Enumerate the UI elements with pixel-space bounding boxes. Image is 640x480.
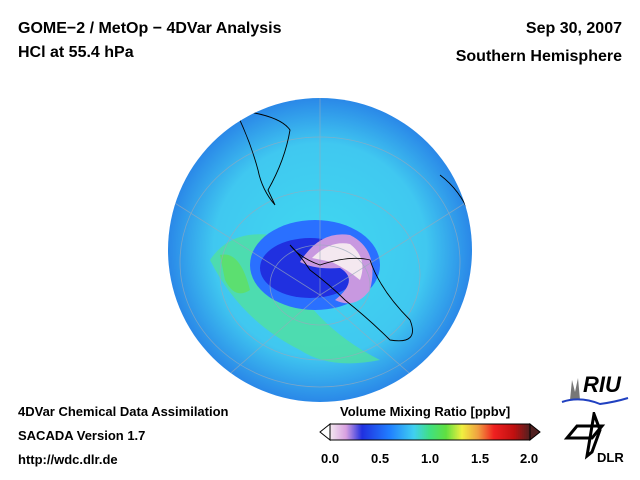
colorbar-gradient — [329, 423, 531, 441]
region-label: Southern Hemisphere — [455, 48, 622, 65]
colorbar-max-arrow — [529, 422, 541, 442]
date-label: Sep 30, 2007 — [525, 20, 622, 37]
green-patch — [220, 254, 250, 294]
colorbar-tick: 1.5 — [471, 451, 490, 466]
graticule — [169, 98, 471, 401]
colorbar-tick: 1.0 — [421, 451, 440, 466]
figure-title: GOME−2 / MetOp − 4DVar Analysis — [18, 20, 282, 37]
colorbar-tick: 2.0 — [520, 451, 539, 466]
footer-line-2: SACADA Version 1.7 — [18, 428, 146, 443]
dlr-logo — [563, 412, 606, 460]
colorbar — [319, 422, 541, 442]
footer-url: http://wdc.dlr.de — [18, 452, 118, 467]
colorbar-min-arrow — [319, 422, 331, 442]
riu-logo — [561, 378, 629, 406]
footer-line-1: 4DVar Chemical Data Assimilation — [18, 404, 229, 419]
species-label: HCl at 55.4 hPa — [18, 44, 134, 61]
riu-logo-text: RIU — [583, 372, 621, 397]
colorbar-tick: 0.0 — [321, 451, 340, 466]
colorbar-tick: 0.5 — [371, 451, 390, 466]
colorbar-title: Volume Mixing Ratio [ppbv] — [340, 404, 511, 419]
dlr-logo-text: DLR — [597, 450, 624, 465]
